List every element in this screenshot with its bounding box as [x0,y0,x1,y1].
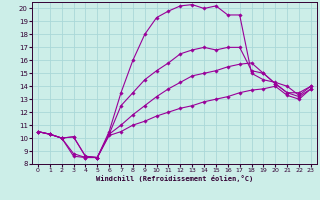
X-axis label: Windchill (Refroidissement éolien,°C): Windchill (Refroidissement éolien,°C) [96,175,253,182]
